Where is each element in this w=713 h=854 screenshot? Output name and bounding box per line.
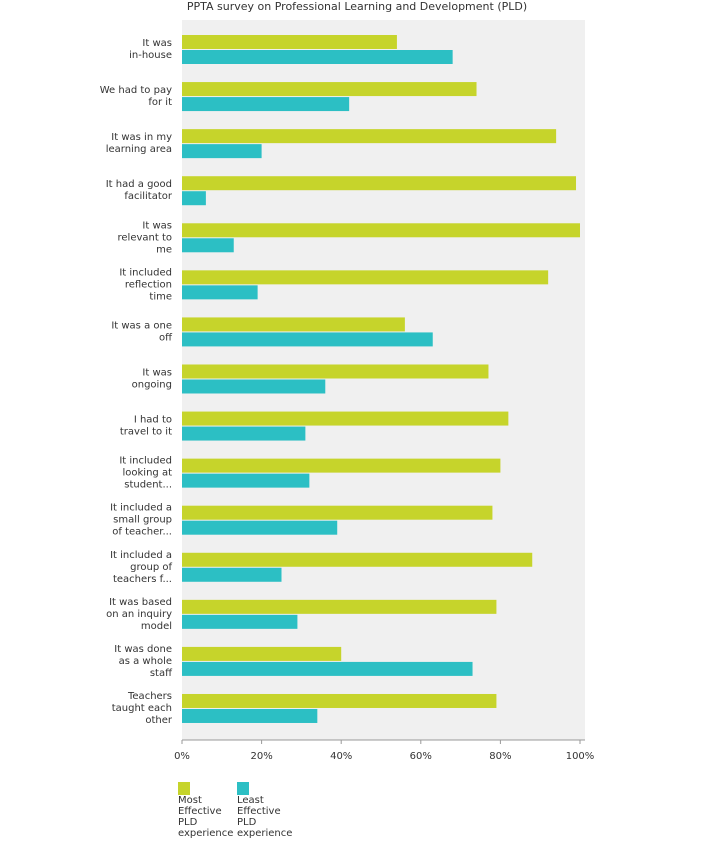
x-tick-label: 60%	[410, 751, 432, 762]
y-tick-label: It was a one off	[111, 320, 173, 343]
y-tick-label: It had a good facilitator	[106, 179, 173, 202]
y-tick-label: It included reflection time	[119, 267, 172, 302]
bar	[182, 97, 350, 112]
y-tick-label: It included a group of teachers f...	[110, 550, 172, 585]
bar	[182, 317, 405, 332]
y-tick-label: It was in-house	[129, 38, 172, 61]
y-tick-label: It was in my learning area	[106, 132, 172, 155]
chart-title: PPTA survey on Professional Learning and…	[187, 0, 527, 13]
bar	[182, 285, 258, 300]
bar	[182, 599, 497, 614]
bar	[182, 238, 234, 253]
bar	[182, 270, 549, 285]
y-tick-label: It was relevant to me	[118, 220, 173, 255]
y-tick-label: It included a small group of teacher...	[110, 503, 172, 538]
bar	[182, 473, 310, 488]
y-tick-label: Teachers taught each other	[112, 691, 173, 726]
y-tick-label: It was ongoing	[132, 367, 172, 390]
bar	[182, 614, 298, 629]
bar	[182, 505, 493, 520]
bar	[182, 191, 206, 206]
y-tick-label: We had to pay for it	[100, 85, 172, 108]
bar	[182, 552, 533, 567]
bar	[182, 646, 342, 661]
bar	[182, 82, 477, 97]
bar	[182, 379, 326, 394]
bar	[182, 693, 497, 708]
legend-label: Most Effective PLD experience	[178, 795, 233, 839]
bar	[182, 426, 306, 441]
bar	[182, 364, 489, 379]
bar	[182, 411, 509, 426]
bar	[182, 567, 282, 582]
bar	[182, 129, 557, 144]
bar	[182, 50, 453, 64]
x-tick-label: 100%	[566, 751, 595, 762]
bar	[182, 176, 577, 191]
bar	[182, 35, 397, 49]
bar	[182, 520, 338, 535]
x-tick-label: 0%	[174, 751, 190, 762]
y-tick-label: I had to travel to it	[120, 415, 172, 438]
bar	[182, 144, 262, 159]
y-tick-label: It was done as a whole staff	[114, 644, 173, 679]
bar	[182, 223, 580, 238]
legend-label: Least Effective PLD experience	[237, 795, 292, 839]
x-tick-label: 40%	[330, 751, 352, 762]
x-tick-label: 20%	[250, 751, 272, 762]
y-tick-label: It included looking at student...	[119, 456, 172, 491]
legend-swatch	[237, 782, 249, 795]
bar	[182, 708, 318, 723]
bar	[182, 458, 501, 473]
bar	[182, 661, 473, 676]
legend-swatch	[178, 782, 190, 795]
y-tick-label: It was based on an inquiry model	[106, 597, 172, 632]
bar	[182, 332, 433, 347]
x-tick-label: 80%	[489, 751, 511, 762]
